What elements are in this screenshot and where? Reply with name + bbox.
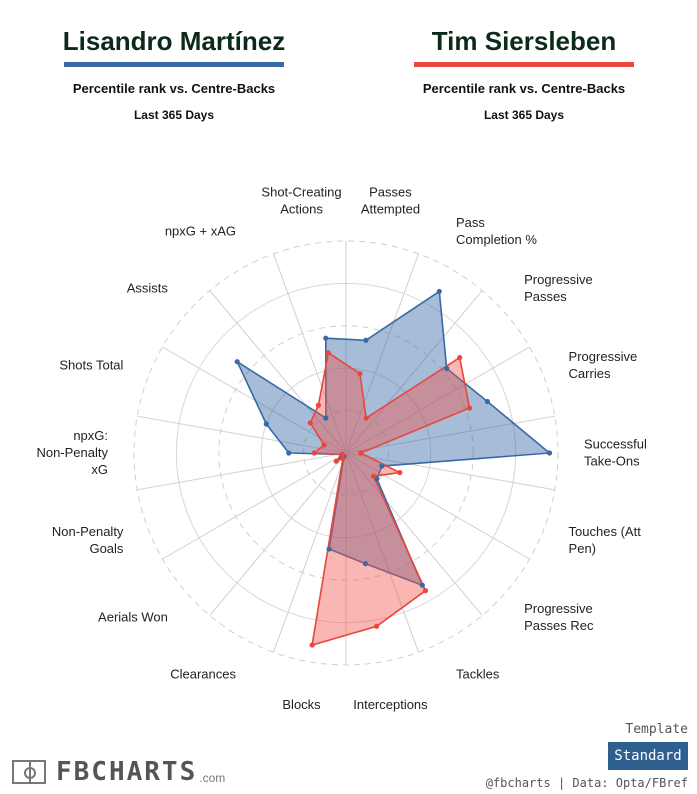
series-1-point bbox=[419, 582, 425, 588]
series-2-point bbox=[357, 371, 363, 377]
radar-axis-labels: Passes Attempted Pass Completion % Progressi… bbox=[36, 184, 647, 712]
series-1-point bbox=[263, 421, 269, 427]
player-two-subtitle: Percentile rank vs. Centre-Backs bbox=[422, 81, 626, 96]
axis-label: Touches (Att Pen) bbox=[569, 524, 642, 556]
grid-spoke bbox=[137, 415, 347, 454]
logo-domain: .com bbox=[199, 771, 226, 785]
series-1-point bbox=[546, 450, 553, 456]
series-2-point bbox=[466, 405, 473, 411]
series-1-point bbox=[363, 337, 369, 343]
series-1-point bbox=[444, 365, 450, 372]
axis-label: Tackles bbox=[456, 667, 500, 682]
radar-series bbox=[234, 288, 553, 648]
series-1-point bbox=[234, 359, 240, 365]
series-2-point bbox=[422, 588, 429, 594]
series-2-point bbox=[340, 455, 346, 462]
axis-label: Successful Take-Ons bbox=[584, 437, 647, 469]
grid-spoke bbox=[345, 452, 483, 616]
player-two-name: Tim Siersleben bbox=[431, 26, 617, 56]
axis-label: Blocks bbox=[282, 697, 321, 712]
series-2-point bbox=[339, 451, 345, 458]
grid-spoke bbox=[345, 346, 530, 454]
player-one-name: Lisandro Martínez bbox=[62, 26, 286, 56]
template-label: Template bbox=[625, 722, 688, 737]
series-2-point bbox=[457, 355, 463, 361]
axis-label: Non-Penalty Goals bbox=[52, 524, 124, 556]
player-one-period: Last 365 Days bbox=[133, 108, 215, 122]
axis-label: Progressive Carries bbox=[569, 349, 638, 381]
series-1-point bbox=[379, 463, 385, 469]
player-two-period: Last 365 Days bbox=[483, 108, 565, 122]
series-2-point bbox=[373, 623, 380, 629]
series-1-point bbox=[362, 561, 369, 567]
series-2-point bbox=[371, 473, 377, 479]
axis-label: Clearances bbox=[170, 667, 236, 682]
player-one-color-bar bbox=[64, 62, 284, 67]
series-2-point bbox=[358, 450, 364, 456]
axis-label: npxG + xAG bbox=[165, 223, 236, 238]
series-2-point bbox=[325, 350, 331, 356]
series-2-point bbox=[333, 458, 339, 464]
axis-label: Progressive Passes Rec bbox=[524, 601, 594, 633]
grid-spoke bbox=[162, 346, 347, 454]
logo-text: FBCHARTS bbox=[56, 757, 198, 787]
series-1-point bbox=[326, 546, 332, 552]
series-1-point bbox=[436, 288, 442, 295]
axis-label: npxG: Non-Penalty xG bbox=[36, 428, 108, 477]
series-2-point bbox=[311, 450, 317, 456]
pitch-icon bbox=[12, 760, 46, 784]
series-2-point bbox=[307, 420, 313, 426]
axis-label: Interceptions bbox=[353, 697, 428, 712]
series-2-point bbox=[309, 642, 315, 648]
grid-spoke bbox=[345, 452, 419, 653]
axis-label: Aerials Won bbox=[98, 610, 168, 625]
fbcharts-logo: FBCHARTS .com bbox=[12, 757, 225, 787]
grid-spoke bbox=[209, 452, 347, 616]
player-two-color-bar bbox=[414, 62, 634, 67]
grid-spoke bbox=[345, 415, 555, 454]
player-one-header: Lisandro Martínez Percentile rank vs. Ce… bbox=[59, 22, 289, 122]
axis-label: Pass Completion % bbox=[456, 215, 537, 247]
player-one-subtitle: Percentile rank vs. Centre-Backs bbox=[72, 81, 276, 96]
grid-spoke bbox=[273, 452, 347, 653]
series-1-point bbox=[323, 335, 329, 341]
grid-spoke bbox=[345, 452, 555, 491]
series-2-point bbox=[321, 442, 327, 448]
grid-spoke bbox=[345, 290, 483, 454]
axis-label: Assists bbox=[127, 280, 169, 295]
series-1-point bbox=[484, 398, 491, 405]
series-1-point bbox=[323, 415, 329, 421]
grid-spoke bbox=[137, 452, 347, 491]
axis-label: Shot-Creating Actions bbox=[261, 184, 341, 216]
series-2-point bbox=[315, 402, 322, 408]
template-standard-button[interactable]: Standard bbox=[608, 742, 688, 770]
grid-spoke bbox=[209, 290, 347, 454]
axis-label: Progressive Passes bbox=[524, 272, 593, 304]
series-2-point bbox=[363, 415, 369, 421]
grid-spoke bbox=[345, 253, 419, 454]
series-2-point bbox=[397, 469, 403, 476]
series-1-point bbox=[286, 450, 292, 456]
grid-spoke bbox=[162, 452, 347, 560]
player-two-header: Tim Siersleben Percentile rank vs. Centr… bbox=[409, 22, 639, 122]
grid-spoke bbox=[273, 253, 347, 454]
grid-spoke bbox=[345, 452, 530, 560]
axis-label: Passes Attempted bbox=[361, 184, 420, 216]
data-credit: @fbcharts | Data: Opta/FBref bbox=[485, 776, 688, 790]
axis-label: Shots Total bbox=[59, 357, 123, 372]
